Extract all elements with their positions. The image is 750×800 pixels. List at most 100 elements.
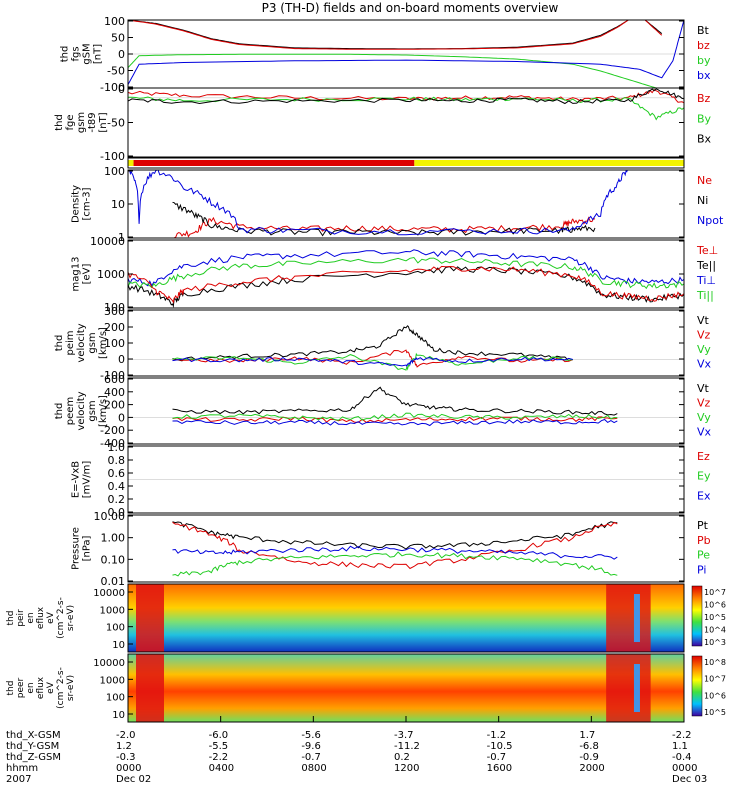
colorbar-label: 10^6 [704, 601, 726, 610]
y-tick-label: 10000 [93, 588, 125, 599]
legend-entry: Pe [697, 549, 710, 562]
legend-entry: Te⊥ [696, 244, 718, 257]
legend-entry: bz [697, 39, 710, 52]
spectrogram-edge-band [633, 664, 640, 712]
y-axis-label: mag13 [eV] [71, 257, 93, 292]
y-label-line: peem [65, 397, 76, 425]
spectrogram-image [128, 584, 684, 652]
x-row-value: 0000 [116, 763, 141, 774]
y-tick-label: 1.00 [101, 532, 126, 545]
x-row-value: -5.5 [209, 741, 229, 752]
x-row-value: -5.6 [301, 730, 321, 741]
y-axis-label: E=-VxB [mV/m] [71, 461, 93, 499]
series-line-Pe [172, 551, 618, 577]
y-tick-label: 200 [104, 321, 125, 334]
y-axis-label: thd fgs gSM [nT] [60, 43, 104, 64]
legend-entry: Bz [697, 92, 711, 105]
panel-fge: 0 -50 -100 thd fge gsm -t89 [nT] Bz By Bx [54, 83, 712, 163]
x-row-label: hhmm [6, 763, 38, 774]
series-line-bz [128, 20, 663, 50]
y-axis-label: thd peir en eflux eV (cm^2-s-sr-eV) [6, 597, 76, 639]
x-row-value: 0400 [209, 763, 234, 774]
y-tick-label: 100 [104, 165, 125, 178]
x-row-value: 2000 [579, 763, 604, 774]
series-line-by [128, 53, 684, 88]
colorbar [691, 655, 703, 717]
y-label-line: thd [6, 611, 16, 626]
y-label-line: fgs [71, 46, 82, 61]
y-tick-label: 1000 [97, 268, 125, 281]
x-row-value: 0800 [301, 763, 326, 774]
y-tick-label: -100 [100, 81, 125, 94]
legend-entry: Pb [697, 534, 711, 547]
y-label-line: thd [54, 403, 65, 420]
y-label-line: [km/s] [98, 327, 109, 359]
panel-fgs: 100 50 0 -50 -100 thd fgs gSM [nT] Bt bz by bx [60, 15, 711, 94]
y-tick-label: 400 [104, 386, 125, 399]
colorbar-label: 10^3 [704, 638, 726, 647]
y-tick-label: 300 [104, 305, 125, 318]
y-label-line: sr-eV) [66, 605, 76, 631]
y-label-line: thd [54, 335, 65, 352]
legend-entry: Ne [697, 174, 712, 187]
y-axis-label: Density [cm-3] [71, 185, 93, 223]
legend-entry: Vx [697, 358, 712, 371]
spectrogram-edge-band [136, 654, 164, 722]
x-row-value: -9.6 [301, 741, 321, 752]
y-axis-label: thd peim velocity gsm [km/s] [54, 323, 109, 362]
y-tick-label: 1000 [100, 605, 125, 616]
y-label-line: Pressure [71, 527, 82, 570]
y-tick-label: 100 [104, 301, 125, 314]
series-group [172, 521, 618, 577]
series-line-Vy [172, 412, 618, 421]
y-tick-label: 10.00 [94, 510, 126, 523]
x-row-value: -2.0 [116, 730, 136, 741]
y-tick-label: -400 [100, 437, 125, 450]
y-axis-label: thd peem velocity gsm [km/s] [54, 391, 109, 430]
y-label-line: gsm [87, 332, 98, 353]
series-line-Npot [128, 170, 629, 236]
colorbar-label: 10^6 [704, 691, 726, 700]
spectrogram-edge-band [606, 654, 651, 722]
y-label-line: eflux [36, 606, 46, 629]
legend-entry: Vy [697, 411, 711, 424]
panel-peim_velocity: 300 200 100 0 -100 thd peim velocity gsm [km/s] Vt… [54, 305, 712, 382]
colorbar-label: 10^5 [704, 708, 726, 717]
series-line-Vz [172, 415, 618, 423]
series-line-Ti|| [128, 256, 684, 290]
series-line-Te⊥ [128, 265, 684, 304]
y-label-line: Density [71, 185, 82, 223]
legend-entry: Vz [697, 329, 711, 342]
panel-frame [127, 87, 685, 158]
series-line-Vx [172, 418, 618, 427]
y-tick-label: 0.2 [108, 493, 126, 506]
legend-entry: Ti⊥ [696, 274, 716, 287]
x-row-value: 0000 [672, 763, 697, 774]
figure-title: P3 (TH-D) fields and on-board moments ov… [262, 1, 559, 15]
spectrogram-edge-band [633, 594, 640, 642]
x-row-value: -0.7 [487, 752, 507, 763]
y-tick-label: 10 [111, 198, 125, 211]
legend-entry: Vz [697, 397, 711, 410]
legend-entry: Ey [697, 470, 711, 483]
y-label-line: [cm-3] [82, 187, 93, 220]
series-group [128, 20, 684, 88]
y-label-line: gsm [87, 400, 98, 421]
y-tick-label: -50 [107, 65, 125, 78]
x-row-value: -0.7 [301, 752, 321, 763]
y-tick-label: 0.10 [101, 553, 126, 566]
panel-peir_eflux: 10000 1000 100 10 thd peir en eflux eV (cm^2-s-sr… [6, 583, 726, 653]
y-label-line: eflux [36, 676, 46, 699]
y-tick-label: -100 [100, 150, 125, 163]
legend-entry: Bx [697, 133, 712, 146]
y-tick-label: 1 [118, 231, 125, 244]
series-line-Te|| [128, 266, 684, 308]
y-tick-label: 1.0 [108, 441, 126, 454]
legend-entry: Ez [697, 450, 710, 463]
y-axis-label: thd fge gsm -t89 [nT] [54, 112, 109, 133]
x-row-value: -2.2 [672, 730, 692, 741]
x-row-value: -0.9 [579, 752, 599, 763]
y-tick-label: 0.4 [108, 480, 126, 493]
